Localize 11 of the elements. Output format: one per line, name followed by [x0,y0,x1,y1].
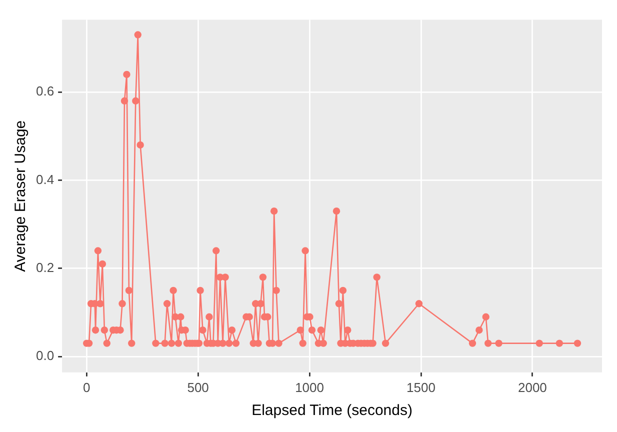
y-tick-label: 0.4 [36,172,54,187]
y-tick-label: 0.0 [36,348,54,364]
y-axis-title: Average Eraser Usage [12,120,30,272]
x-tick-label: 1000 [295,380,324,395]
x-axis-title: Elapsed Time (seconds) [252,402,412,420]
x-tick-label: 0 [82,380,90,395]
x-tick-label: 1500 [406,380,436,395]
y-tick-label: 0.2 [36,260,54,275]
x-tick-label: 2000 [518,380,547,395]
x-tick-label: 500 [187,380,209,395]
y-tick-label: 0.6 [36,84,54,99]
